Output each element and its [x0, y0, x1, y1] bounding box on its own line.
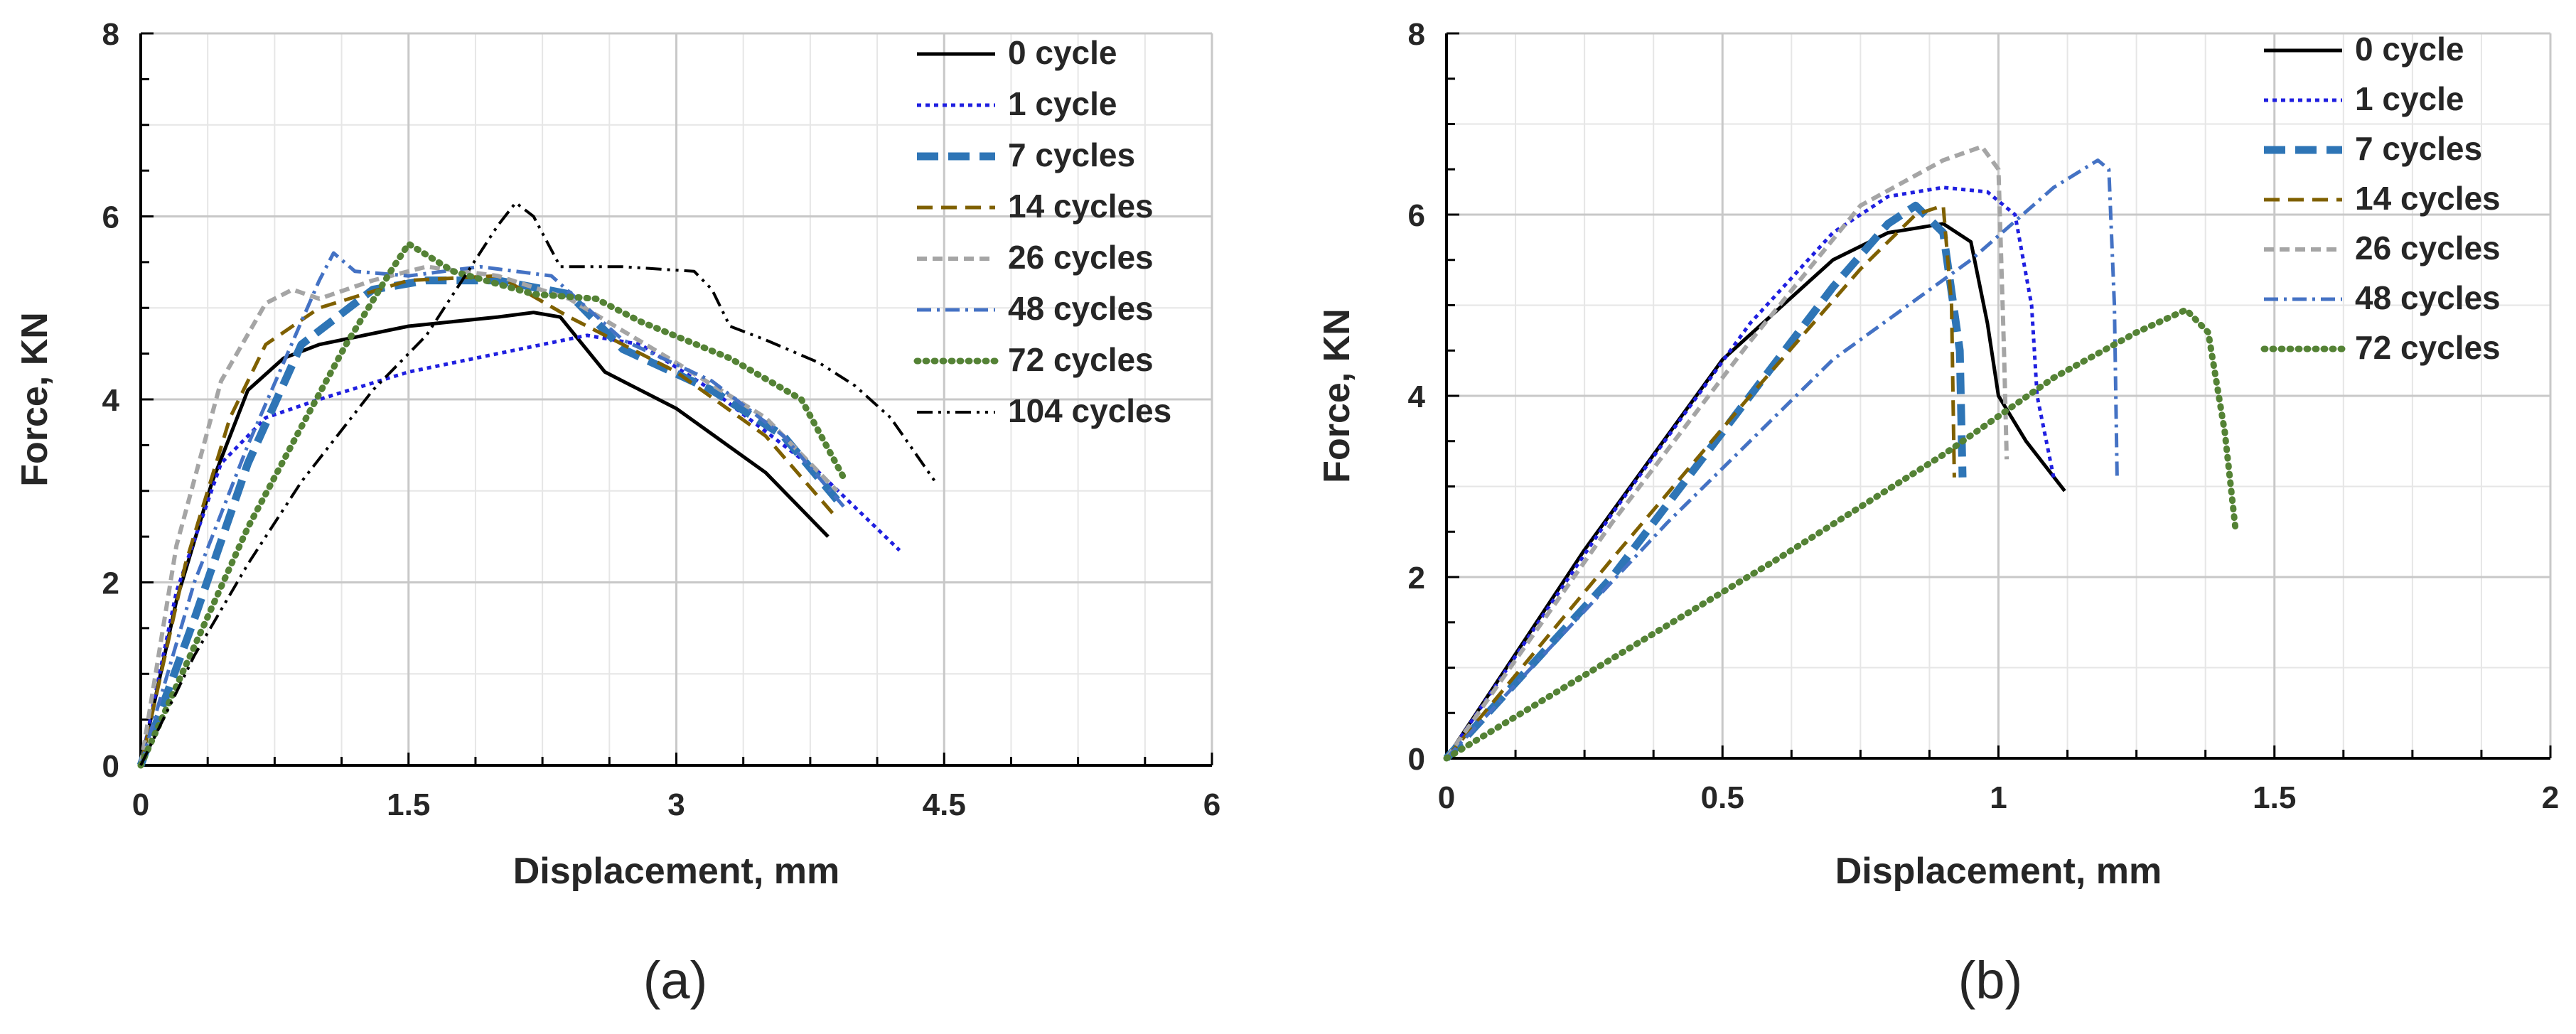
series-line-7 [137, 240, 849, 769]
legend-label: 104 cycles [1008, 392, 1171, 429]
series-line-4 [1445, 203, 1956, 760]
series-line-7 [1443, 306, 2239, 762]
legend-label: 26 cycles [2355, 230, 2501, 266]
y-tick-label: 0 [102, 749, 119, 784]
y-tick-label: 4 [1408, 379, 1426, 414]
y-tick-label: 6 [102, 200, 119, 235]
legend-label: 48 cycles [2355, 279, 2501, 316]
y-axis-title: Force, KN [1316, 308, 1358, 483]
legend-label: 1 cycle [2355, 80, 2464, 117]
y-tick-label: 0 [1408, 742, 1425, 777]
series-line-6 [139, 251, 848, 766]
legend: 0 cycle 1 cycle 7 cycles 14 cycles 26 cycles… [2260, 31, 2501, 366]
series-line-5 [1444, 144, 2009, 760]
x-tick-label: 0 [132, 787, 149, 822]
series-line-2 [139, 333, 901, 766]
legend-label: 72 cycles [2355, 329, 2501, 366]
legend-label: 0 cycle [1008, 34, 1117, 71]
legend-label: 72 cycles [1008, 341, 1154, 378]
legend-label: 0 cycle [2355, 31, 2464, 68]
y-axis-title: Force, KN [14, 312, 55, 487]
chart-b: 0 0.5 1 1.5 2 0 2 4 6 8 Displacement, mm Force, KN 0… [1316, 17, 2559, 1010]
x-tick-label: 0.5 [1701, 780, 1744, 815]
y-tick-label: 6 [1408, 198, 1425, 233]
series-line-3 [1443, 201, 1967, 761]
series-line-3 [136, 276, 840, 767]
series-line-2 [1444, 185, 2056, 760]
legend: 0 cycle 1 cycle 7 cycles 14 cycles 26 cycles… [913, 34, 1171, 429]
x-tick-label: 1 [1990, 780, 2007, 815]
series-line-4 [139, 274, 839, 766]
legend-label: 14 cycles [1008, 188, 1154, 225]
series-line-8 [139, 201, 937, 766]
x-tick-label: 3 [667, 787, 685, 822]
panel-label: (b) [1958, 951, 2022, 1010]
x-tick-label: 6 [1203, 787, 1220, 822]
y-tick-label: 2 [102, 566, 119, 601]
legend-label: 7 cycles [2355, 130, 2482, 167]
legend-label: 26 cycles [1008, 239, 1154, 276]
legend-label: 14 cycles [2355, 180, 2501, 217]
series-line-6 [1445, 158, 2119, 760]
legend-label: 1 cycle [1008, 85, 1117, 122]
x-axis-title: Displacement, mm [513, 851, 840, 892]
x-tick-label: 2 [2542, 780, 2559, 815]
legend-label: 48 cycles [1008, 290, 1154, 327]
x-axis-title: Displacement, mm [1835, 851, 2162, 892]
y-tick-label: 8 [1408, 17, 1425, 52]
series-line-5 [139, 264, 839, 766]
panel-label: (a) [643, 951, 707, 1010]
legend-label: 7 cycles [1008, 136, 1135, 173]
x-tick-label: 0 [1438, 780, 1455, 815]
y-tick-label: 2 [1408, 561, 1425, 596]
x-tick-label: 1.5 [2253, 780, 2296, 815]
x-tick-label: 1.5 [387, 787, 430, 822]
chart-a: 0 1.5 3 4.5 6 0 2 4 6 8 Displacement, mm Force, KN 0… [14, 17, 1220, 1010]
y-tick-label: 8 [102, 17, 119, 52]
y-tick-label: 4 [102, 383, 120, 418]
series-line-1 [1444, 222, 2066, 760]
x-tick-label: 4.5 [923, 787, 966, 822]
